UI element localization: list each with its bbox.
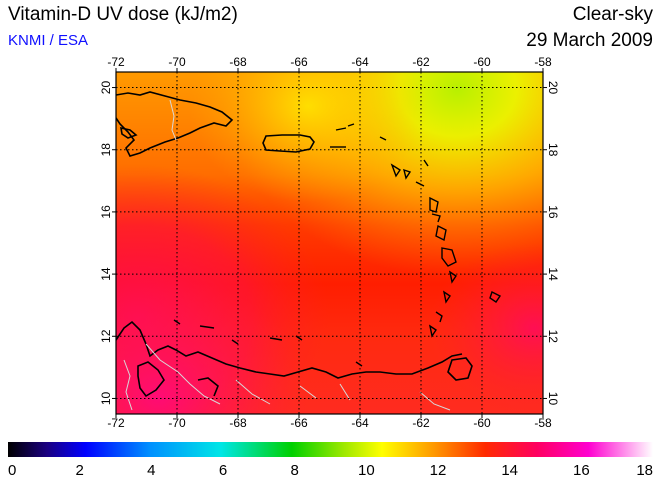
colorbar: [8, 442, 653, 457]
lat-label: 20: [546, 81, 560, 95]
lat-label: 10: [99, 391, 113, 405]
lon-label: -58: [534, 55, 552, 69]
colorbar-label: 16: [573, 462, 590, 479]
colorbar-label: 2: [75, 462, 83, 479]
colorbar-labels: 0 2 4 6 8 10 12 14 16 18: [8, 462, 653, 479]
lon-label: -70: [168, 55, 186, 69]
lon-label: -68: [229, 55, 247, 69]
lon-label: -60: [473, 55, 491, 69]
graticule: [116, 72, 543, 414]
lon-labels-bottom: -72 -70 -68 -66 -64 -62 -60 -58: [107, 416, 552, 430]
borders: [123, 99, 451, 411]
lon-label: -62: [412, 416, 430, 430]
lon-label: -60: [473, 416, 491, 430]
source-label: KNMI / ESA: [8, 32, 89, 49]
lon-label: -66: [290, 416, 308, 430]
coastlines: [116, 91, 473, 398]
colorbar-label: 6: [219, 462, 227, 479]
lat-label: 20: [99, 81, 113, 95]
lat-label: 16: [546, 205, 560, 219]
colorbar-label: 12: [430, 462, 447, 479]
lon-label: -62: [412, 55, 430, 69]
lat-label: 18: [546, 143, 560, 157]
lon-label: -72: [107, 416, 125, 430]
colorbar-label: 18: [636, 462, 653, 479]
date-label: 29 March 2009: [526, 30, 653, 51]
lon-label: -58: [534, 416, 552, 430]
lon-label: -70: [168, 416, 186, 430]
colorbar-label: 0: [8, 462, 16, 479]
lat-label: 12: [546, 330, 560, 344]
lat-label: 14: [546, 267, 560, 281]
lon-label: -64: [351, 416, 369, 430]
lon-label: -66: [290, 55, 308, 69]
lat-label: 10: [546, 392, 560, 406]
lon-labels-top: -72 -70 -68 -66 -64 -62 -60 -58: [107, 55, 552, 69]
lat-labels-right: 20 18 16 14 12 10: [546, 81, 560, 406]
map-frame: [115, 71, 544, 415]
lat-label: 16: [99, 205, 113, 219]
uv-field: [116, 72, 543, 414]
map-title: Vitamin-D UV dose (kJ/m2): [8, 4, 238, 25]
lat-label: 14: [99, 267, 113, 281]
lon-label: -72: [107, 55, 125, 69]
lon-label: -64: [351, 55, 369, 69]
colorbar-label: 10: [358, 462, 375, 479]
lat-label: 18: [99, 143, 113, 157]
sky-condition-label: Clear-sky: [572, 4, 653, 25]
tick-marks: [112, 68, 547, 418]
lat-labels-left: 20 18 16 14 12 10: [99, 81, 113, 406]
colorbar-label: 8: [290, 462, 298, 479]
lon-label: -68: [229, 416, 247, 430]
colorbar-label: 4: [147, 462, 155, 479]
lat-label: 12: [99, 329, 113, 343]
colorbar-label: 14: [501, 462, 518, 479]
